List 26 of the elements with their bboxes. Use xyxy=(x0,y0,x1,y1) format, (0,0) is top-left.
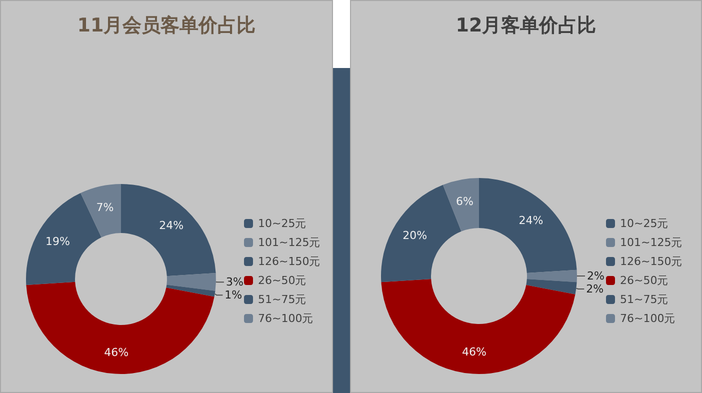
legend-label: 26~50元 xyxy=(620,274,668,287)
legend-label: 101~125元 xyxy=(620,236,682,249)
legend-label: 51~75元 xyxy=(620,293,668,306)
chart-title: 12月客单价占比 xyxy=(456,14,596,36)
legend-label: 76~100元 xyxy=(620,312,676,325)
legend-label: 126~150元 xyxy=(258,255,320,268)
legend-label: 76~100元 xyxy=(258,312,314,325)
legend-label: 101~125元 xyxy=(258,236,320,249)
data-label: 20% xyxy=(402,228,428,242)
data-label: 1% xyxy=(224,288,242,302)
legend-label: 10~25元 xyxy=(258,217,306,230)
legend-label: 51~75元 xyxy=(258,293,306,306)
data-label: 6% xyxy=(456,194,474,208)
data-label: 46% xyxy=(462,345,486,358)
legend-label: 126~150元 xyxy=(620,255,682,268)
data-label: 24% xyxy=(518,214,544,228)
data-label: 3% xyxy=(226,276,244,289)
data-label: 2% xyxy=(587,270,604,282)
data-label: 24% xyxy=(159,218,184,232)
data-label: 46% xyxy=(104,346,129,359)
legend-label: 10~25元 xyxy=(620,217,668,230)
data-label: 2% xyxy=(586,282,604,296)
data-label: 19% xyxy=(46,235,70,248)
chart-title: 11月会员客单价占比 xyxy=(77,14,256,36)
legend-label: 26~50元 xyxy=(258,274,306,287)
data-label: 7% xyxy=(96,200,114,214)
